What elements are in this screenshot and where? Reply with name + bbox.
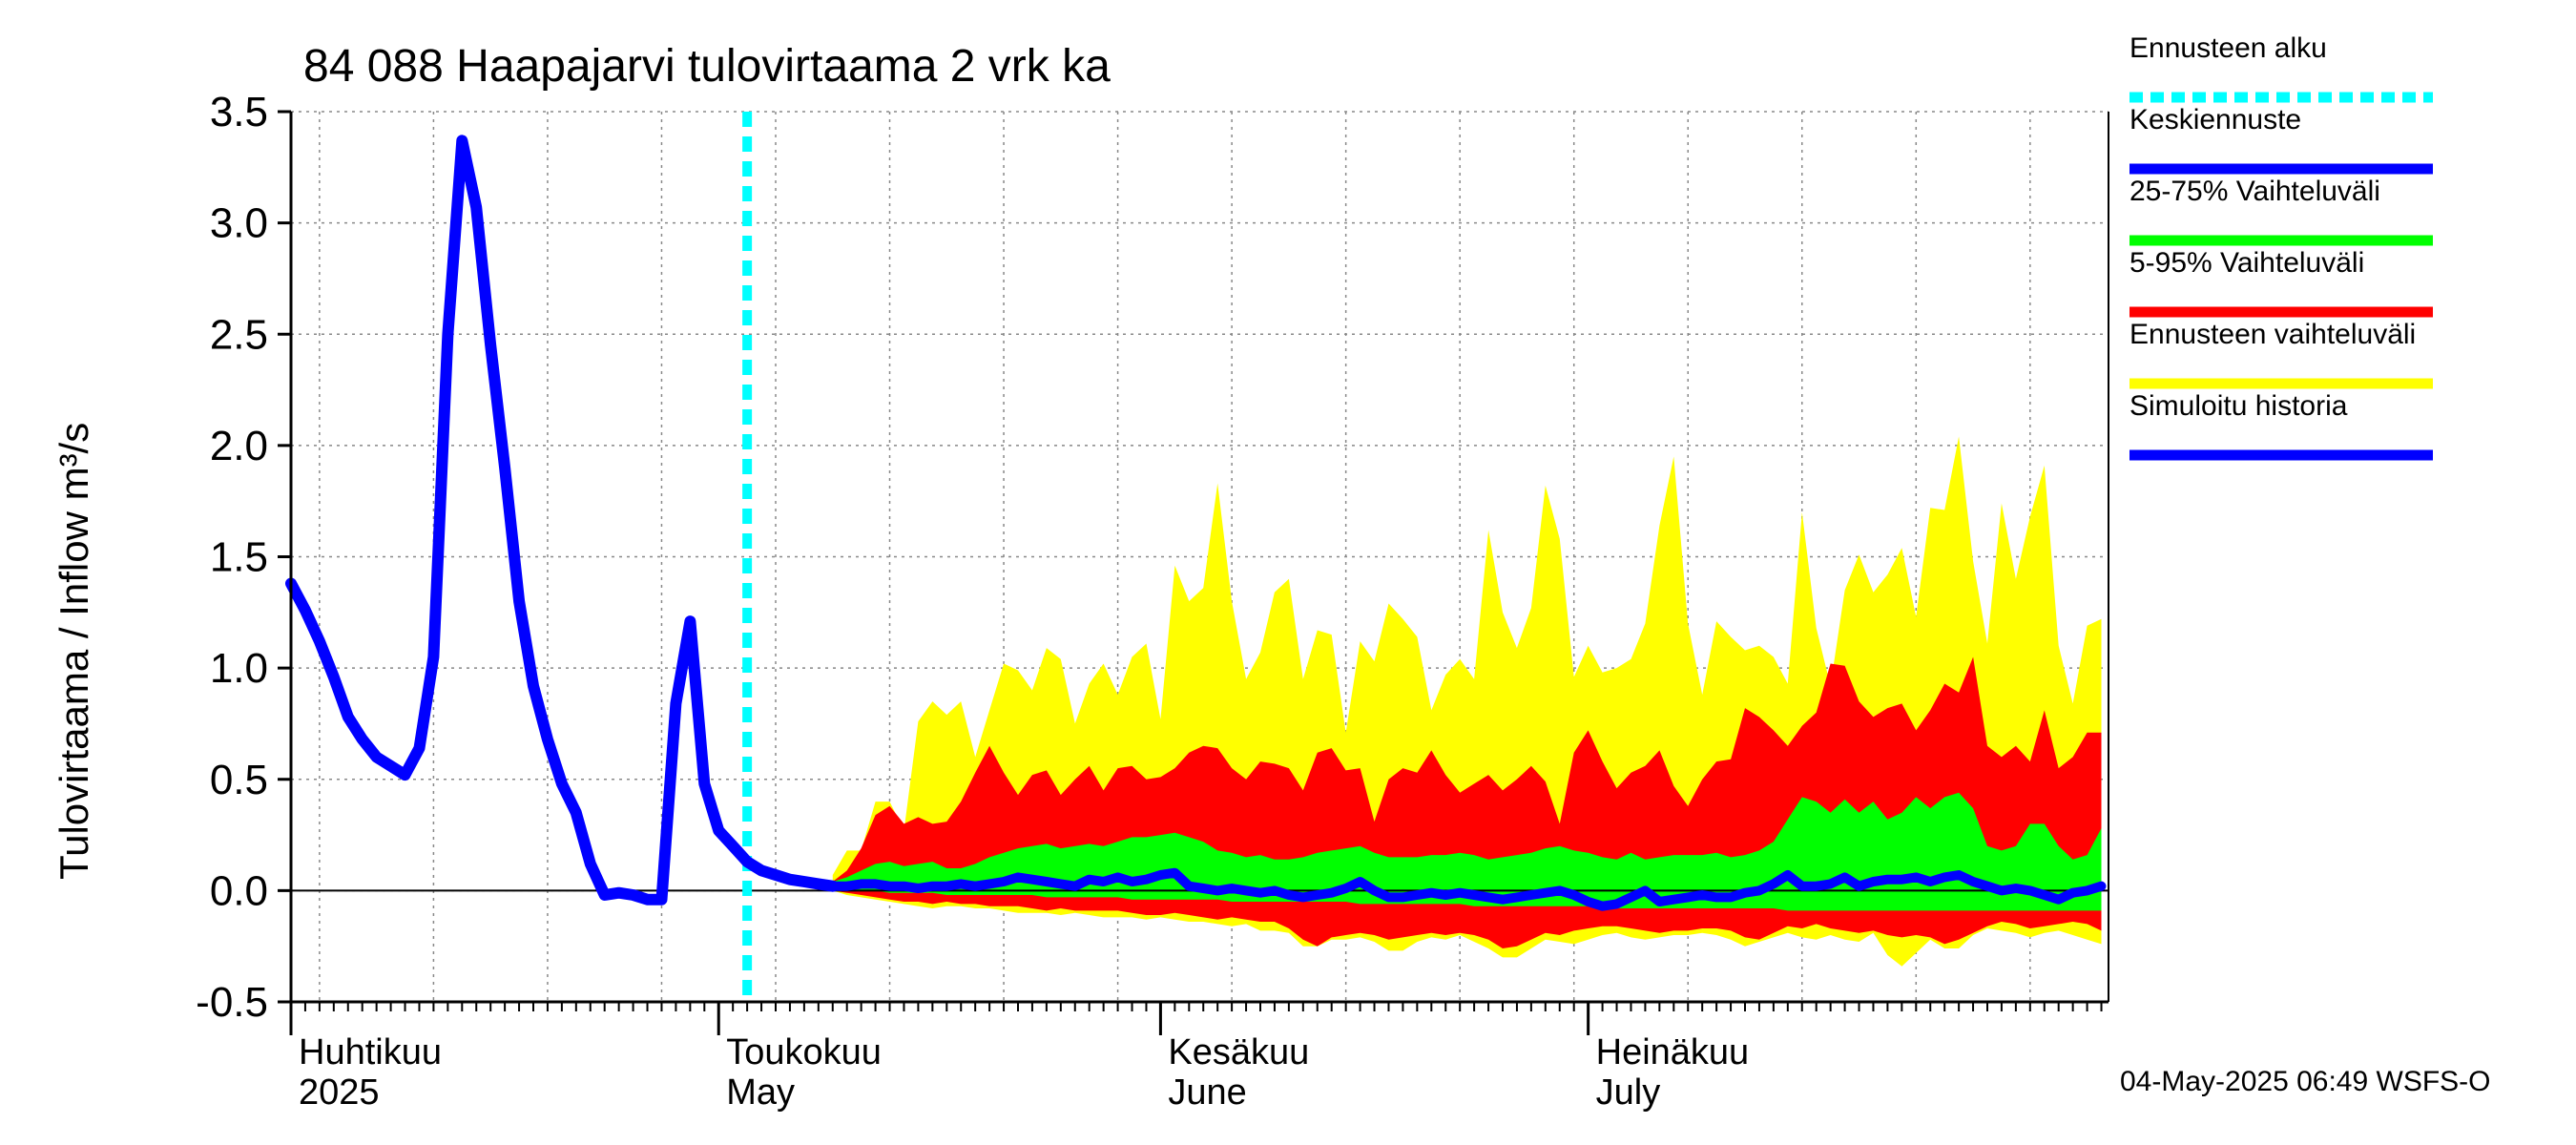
history-line — [285, 135, 839, 906]
legend-label: 25-75% Vaihteluväli — [2129, 176, 2380, 207]
legend: Ennusteen alku Keskiennuste 25-75% Vaihtel… — [2129, 32, 2433, 461]
legend-label: Keskiennuste — [2129, 104, 2301, 135]
chart-title: 84 088 Haapajarvi tulovirtaama 2 vrk ka — [303, 41, 1111, 92]
y-tick-label: 1.0 — [210, 645, 268, 692]
x-month-label-secondary: May — [726, 1072, 795, 1113]
y-tick-label: 2.0 — [210, 423, 268, 469]
y-tick-label: 3.5 — [210, 89, 268, 135]
series-lines — [285, 112, 2109, 1002]
footer-timestamp: 04-May-2025 06:49 WSFS-O — [2120, 1066, 2491, 1097]
y-tick-label: 0.5 — [210, 757, 268, 803]
axes — [278, 110, 2109, 1035]
legend-label: Ennusteen alku — [2129, 32, 2327, 64]
x-month-label: Toukokuu — [726, 1032, 882, 1072]
x-month-label-secondary: July — [1596, 1072, 1661, 1113]
x-month-label: Kesäkuu — [1168, 1032, 1309, 1072]
x-month-label-secondary: 2025 — [299, 1072, 380, 1113]
y-tick-label: 0.0 — [210, 867, 268, 914]
y-tick-label: 3.0 — [210, 200, 268, 247]
x-month-label: Heinäkuu — [1596, 1032, 1750, 1072]
median-forecast-line — [827, 867, 2107, 911]
legend-label: Ennusteen vaihteluväli — [2129, 319, 2416, 350]
y-tick-label: 2.5 — [210, 311, 268, 358]
legend-label: 5-95% Vaihteluväli — [2129, 247, 2364, 279]
y-axis-label: Tulovirtaama / Inflow m³/s — [52, 423, 96, 880]
y-tick-label: 1.5 — [210, 534, 268, 581]
legend-label: Simuloitu historia — [2129, 390, 2348, 422]
x-month-label-secondary: June — [1168, 1072, 1246, 1113]
x-month-label: Huhtikuu — [299, 1032, 442, 1072]
y-tick-labels: -0.5 0.0 0.5 1.0 1.5 2.0 2.5 3.0 3.5 — [196, 89, 268, 1026]
y-tick-label: -0.5 — [196, 979, 268, 1026]
